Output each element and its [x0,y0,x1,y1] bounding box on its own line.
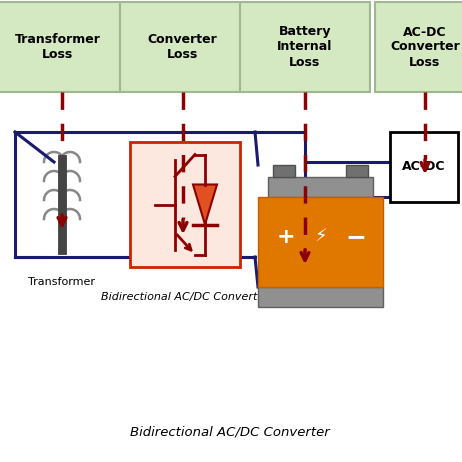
Text: Transformer: Transformer [29,277,96,287]
Bar [240,2,370,92]
Text: AC-DC: AC-DC [402,160,446,174]
Text: Transformer
Loss: Transformer Loss [15,33,100,61]
Text: Battery
Internal
Loss: Battery Internal Loss [277,25,333,68]
Bar [346,165,368,177]
Bar [130,142,240,267]
Text: Converter
Loss: Converter Loss [148,33,218,61]
Bar [375,2,462,92]
Text: Bidirectional AC/DC Converter: Bidirectional AC/DC Converter [101,292,269,302]
Bar [268,177,373,197]
Text: Bidirectional AC/DC Converter: Bidirectional AC/DC Converter [130,426,330,438]
Text: −: − [345,225,366,249]
Text: AC-DC
Converter
Loss: AC-DC Converter Loss [390,25,460,68]
Bar [258,287,383,307]
Bar [258,197,383,287]
Bar [0,2,120,92]
Text: +: + [276,227,295,247]
Bar [273,165,295,177]
Polygon shape [193,184,217,225]
Text: ⚡: ⚡ [314,228,327,246]
Bar [120,2,245,92]
Bar [390,132,458,202]
